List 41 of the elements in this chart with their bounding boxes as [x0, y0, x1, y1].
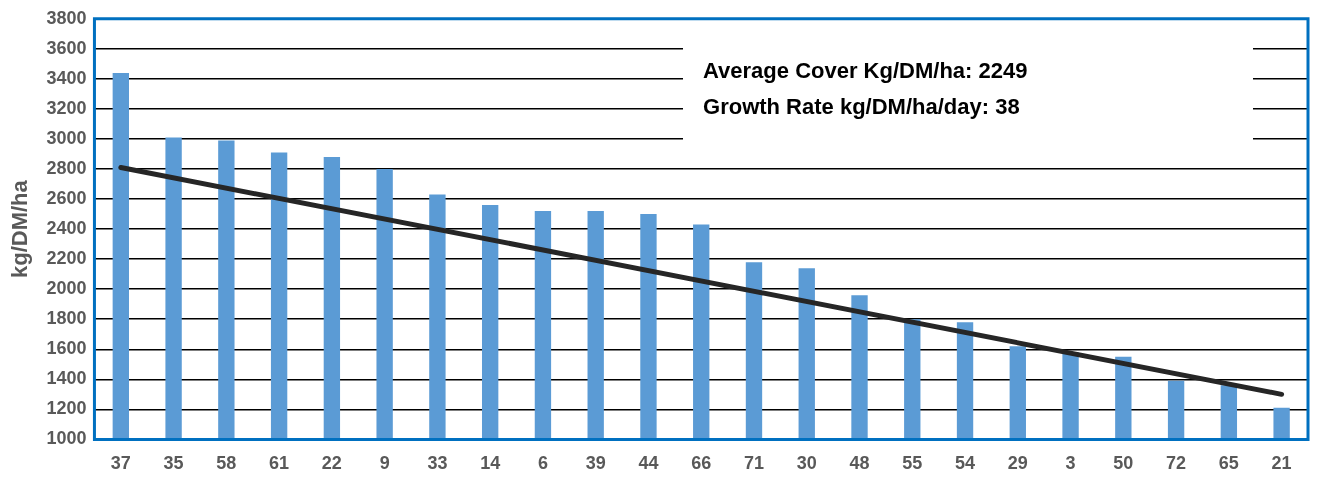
y-tick-label: 1000 [46, 428, 87, 449]
x-tick-label: 61 [269, 453, 290, 474]
annotation: Growth Rate kg/DM/ha/day: 38 [703, 92, 1021, 121]
x-tick-label: 55 [902, 453, 923, 474]
y-tick-label: 1600 [46, 338, 87, 359]
x-tick-label: 50 [1113, 453, 1134, 474]
x-tick-label: 44 [638, 453, 659, 474]
y-tick-label: 3000 [46, 127, 87, 148]
y-axis-title: kg/DM/ha [7, 179, 33, 278]
x-tick-label: 35 [163, 453, 184, 474]
y-tick-label: 3800 [46, 7, 87, 28]
x-tick-label: 48 [849, 453, 870, 474]
y-tick-label: 1800 [46, 308, 87, 329]
x-tick-label: 72 [1166, 453, 1187, 474]
y-tick-label: 3200 [46, 97, 87, 118]
y-tick-label: 3600 [46, 37, 87, 58]
x-tick-label: 33 [427, 453, 448, 474]
y-tick-label: 1200 [46, 398, 87, 419]
x-tick-label: 9 [379, 453, 390, 474]
y-tick-label: 3400 [46, 67, 87, 88]
x-tick-label: 71 [743, 453, 764, 474]
x-tick-label: 6 [537, 453, 548, 474]
y-tick-label: 2800 [46, 157, 87, 178]
x-tick-label: 54 [955, 453, 976, 474]
y-tick-label: 1400 [46, 368, 87, 389]
x-tick-label: 37 [110, 453, 131, 474]
x-tick-label: 39 [585, 453, 606, 474]
y-tick-label: 2000 [46, 278, 87, 299]
x-tick-label: 14 [480, 453, 501, 474]
y-tick-label: 2200 [46, 248, 87, 269]
x-tick-label: 65 [1218, 453, 1239, 474]
annotation: Average Cover Kg/DM/ha: 2249 [703, 56, 1029, 85]
x-tick-label: 30 [796, 453, 817, 474]
x-tick-label: 58 [216, 453, 237, 474]
x-tick-label: 29 [1007, 453, 1028, 474]
x-tick-label: 3 [1065, 453, 1076, 474]
x-tick-label: 21 [1271, 453, 1292, 474]
x-tick-label: 22 [321, 453, 342, 474]
y-tick-label: 2600 [46, 188, 87, 209]
y-tick-label: 2400 [46, 218, 87, 239]
x-tick-label: 66 [691, 453, 712, 474]
